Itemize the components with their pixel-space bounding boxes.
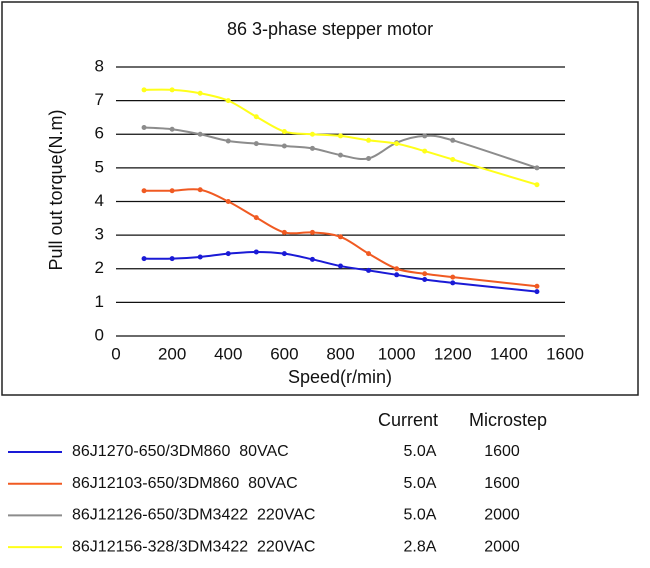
data-point	[197, 254, 203, 260]
data-point	[450, 137, 456, 143]
data-point	[281, 251, 287, 257]
data-point	[225, 138, 231, 144]
data-point	[169, 87, 175, 93]
legend-header: Microstep	[469, 410, 547, 430]
x-tick-label: 800	[326, 344, 354, 363]
data-point	[338, 263, 343, 269]
y-tick-label: 4	[95, 191, 104, 210]
data-point	[422, 277, 428, 283]
data-point	[534, 289, 540, 295]
data-point	[422, 271, 428, 277]
data-point	[281, 143, 287, 149]
data-point	[394, 266, 400, 272]
y-tick-label: 8	[95, 56, 104, 75]
x-tick-label: 1400	[490, 344, 528, 363]
data-point	[197, 90, 203, 96]
data-point	[366, 155, 372, 161]
x-tick-label: 0	[111, 344, 120, 363]
series-line	[144, 250, 538, 293]
legend-microstep: 1600	[484, 475, 520, 492]
data-point	[169, 256, 175, 262]
data-point	[366, 267, 372, 273]
data-point	[534, 182, 540, 188]
legend-microstep: 1600	[484, 443, 520, 460]
data-point	[225, 98, 231, 104]
chart-frame	[1, 1, 639, 396]
data-point	[169, 126, 175, 132]
data-point	[422, 133, 428, 139]
data-point	[197, 187, 203, 193]
data-point	[338, 234, 343, 240]
legend-entry: 86J12156-328/3DM3422 220VAC	[72, 538, 315, 555]
data-point	[366, 137, 372, 143]
data-point	[338, 152, 343, 158]
data-point	[253, 215, 259, 221]
y-tick-label: 6	[95, 124, 104, 143]
data-point	[281, 229, 287, 235]
data-point	[450, 280, 456, 286]
x-axis-label: Speed(r/min)	[288, 367, 392, 387]
data-point	[450, 156, 456, 162]
legend-current: 5.0A	[404, 507, 437, 524]
legend-entry: 86J1270-650/3DM860 80VAC	[72, 443, 289, 460]
data-point	[253, 141, 259, 147]
data-point	[422, 148, 428, 154]
legend-microstep: 2000	[484, 538, 520, 555]
data-point	[253, 114, 259, 120]
data-point	[534, 165, 540, 171]
data-point	[141, 87, 147, 93]
y-axis-label: Pull out torque(N.m)	[46, 109, 66, 270]
data-point	[394, 141, 400, 147]
data-point	[309, 229, 315, 235]
data-point	[338, 133, 343, 139]
y-tick-label: 2	[95, 258, 104, 277]
data-point	[141, 125, 147, 131]
data-point	[309, 256, 315, 262]
chart-title: 86 3-phase stepper motor	[227, 19, 433, 39]
data-point	[225, 199, 231, 204]
data-point	[225, 251, 231, 257]
x-tick-label: 600	[270, 344, 298, 363]
legend-entry: 86J12103-650/3DM860 80VAC	[72, 475, 298, 492]
y-tick-label: 7	[95, 90, 104, 109]
x-tick-label: 1000	[378, 344, 416, 363]
data-point	[534, 283, 540, 289]
x-tick-label: 1200	[434, 344, 472, 363]
data-point	[394, 272, 400, 278]
legend-current: 5.0A	[404, 475, 437, 492]
data-point	[309, 131, 315, 137]
data-point	[141, 188, 147, 194]
legend-current: 2.8A	[404, 538, 437, 555]
data-point	[141, 256, 147, 262]
legend-header: Current	[378, 410, 438, 430]
data-point	[366, 251, 372, 257]
y-tick-label: 0	[95, 325, 104, 344]
data-point	[197, 131, 203, 137]
x-tick-label: 400	[214, 344, 242, 363]
y-tick-label: 1	[95, 292, 104, 311]
legend-microstep: 2000	[484, 507, 520, 524]
data-point	[450, 274, 456, 280]
legend-current: 5.0A	[404, 443, 437, 460]
y-tick-label: 5	[95, 157, 104, 176]
x-tick-label: 200	[158, 344, 186, 363]
legend-entry: 86J12126-650/3DM3422 220VAC	[72, 507, 315, 524]
data-point	[309, 145, 315, 151]
data-point	[253, 249, 259, 255]
x-tick-label: 1600	[546, 344, 584, 363]
y-tick-label: 3	[95, 225, 104, 244]
data-point	[281, 129, 287, 135]
data-point	[169, 188, 175, 194]
